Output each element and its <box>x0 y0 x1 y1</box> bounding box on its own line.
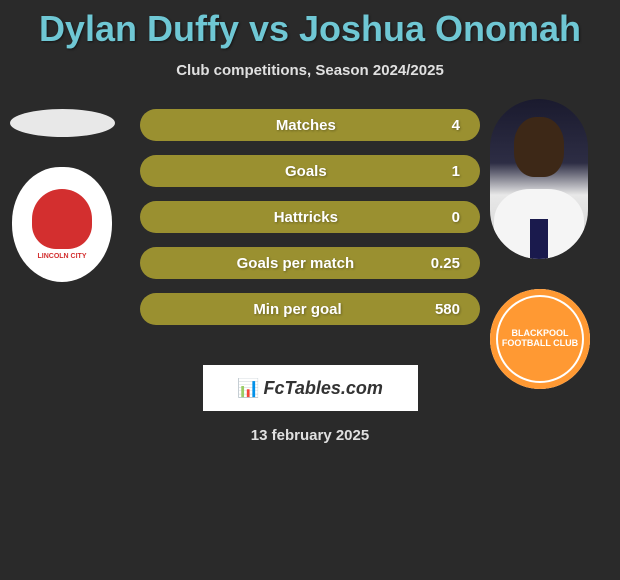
stat-row-matches: Matches 4 <box>140 109 480 141</box>
player-head-shape <box>514 117 564 177</box>
stat-label: Goals per match <box>160 255 431 272</box>
club-name-right: BLACKPOOL FOOTBALL CLUB <box>490 329 590 349</box>
club-logo-left: LINCOLN CITY <box>12 167 112 282</box>
stat-row-min-per-goal: Min per goal 580 <box>140 293 480 325</box>
jersey-stripe <box>530 219 548 259</box>
club-logo-right: BLACKPOOL FOOTBALL CLUB <box>490 289 590 389</box>
player-left-column: LINCOLN CITY <box>10 109 115 282</box>
stat-value: 580 <box>435 301 460 318</box>
stat-value: 0.25 <box>431 255 460 272</box>
stat-row-goals-per-match: Goals per match 0.25 <box>140 247 480 279</box>
stat-row-goals: Goals 1 <box>140 155 480 187</box>
stat-row-hattricks: Hattricks 0 <box>140 201 480 233</box>
stat-label: Matches <box>160 117 452 134</box>
comparison-content: LINCOLN CITY BLACKPOOL FOOTBALL CLUB Mat… <box>0 109 620 325</box>
club-name-left: LINCOLN CITY <box>38 253 87 260</box>
stat-label: Min per goal <box>160 301 435 318</box>
watermark: 📊 FcTables.com <box>203 365 418 411</box>
date-text: 13 february 2025 <box>0 427 620 444</box>
stat-label: Hattricks <box>160 209 452 226</box>
stat-value: 0 <box>452 209 460 226</box>
player-body-shape <box>494 189 584 259</box>
stat-value: 4 <box>452 117 460 134</box>
subtitle: Club competitions, Season 2024/2025 <box>0 62 620 79</box>
player-right-photo <box>490 99 588 259</box>
page-title: Dylan Duffy vs Joshua Onomah <box>0 0 620 50</box>
stats-container: Matches 4 Goals 1 Hattricks 0 Goals per … <box>140 109 480 325</box>
watermark-text: FcTables.com <box>264 378 383 399</box>
club-emblem-left <box>32 189 92 249</box>
chart-icon: 📊 <box>237 378 259 399</box>
stat-value: 1 <box>452 163 460 180</box>
player-left-placeholder <box>10 109 115 137</box>
stat-label: Goals <box>160 163 452 180</box>
player-right-column: BLACKPOOL FOOTBALL CLUB <box>490 99 590 389</box>
